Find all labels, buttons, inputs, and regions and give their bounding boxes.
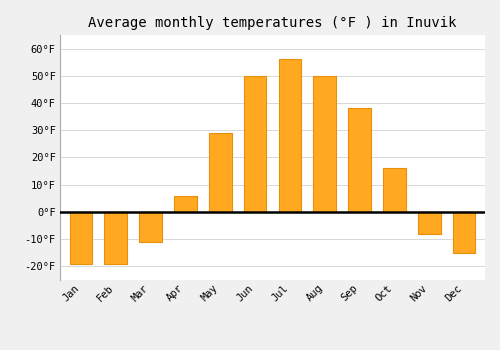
Bar: [278, 60, 301, 212]
Bar: [209, 133, 232, 212]
Bar: [104, 212, 127, 264]
Title: Average monthly temperatures (°F ) in Inuvik: Average monthly temperatures (°F ) in In…: [88, 16, 457, 30]
Bar: [383, 168, 406, 212]
Bar: [418, 212, 440, 234]
Bar: [174, 196, 197, 212]
Bar: [70, 212, 92, 264]
Bar: [348, 108, 371, 212]
Bar: [244, 76, 266, 212]
Bar: [140, 212, 162, 242]
Bar: [314, 76, 336, 212]
Bar: [453, 212, 475, 253]
